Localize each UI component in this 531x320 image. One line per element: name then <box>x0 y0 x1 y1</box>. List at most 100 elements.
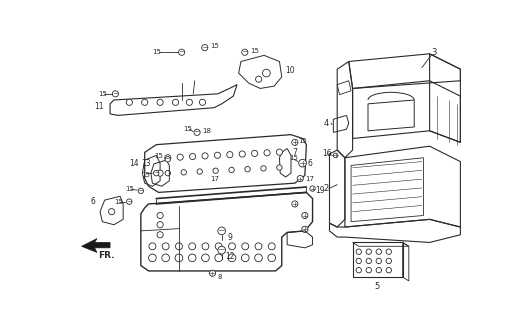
Circle shape <box>252 150 258 156</box>
Circle shape <box>175 254 183 262</box>
Text: 4: 4 <box>323 119 329 128</box>
Circle shape <box>292 139 298 145</box>
Text: 6: 6 <box>91 197 96 206</box>
Text: 15: 15 <box>154 153 163 159</box>
Circle shape <box>297 175 303 182</box>
Circle shape <box>197 169 202 174</box>
Circle shape <box>376 268 381 273</box>
Circle shape <box>202 44 208 51</box>
Circle shape <box>218 227 226 235</box>
Circle shape <box>333 153 338 158</box>
Circle shape <box>386 249 391 254</box>
Circle shape <box>165 155 171 161</box>
Circle shape <box>157 99 163 105</box>
Circle shape <box>189 254 196 262</box>
Circle shape <box>255 76 262 82</box>
Text: 14: 14 <box>130 159 139 168</box>
Circle shape <box>157 212 163 219</box>
Circle shape <box>149 243 156 250</box>
Circle shape <box>228 243 235 250</box>
Text: 15: 15 <box>142 172 150 178</box>
Circle shape <box>356 249 362 254</box>
Text: 19: 19 <box>315 186 326 195</box>
Circle shape <box>262 69 270 77</box>
Text: 15: 15 <box>99 91 107 97</box>
Text: 7: 7 <box>293 148 297 157</box>
Circle shape <box>215 243 222 250</box>
Circle shape <box>366 268 372 273</box>
Text: 12: 12 <box>226 252 235 261</box>
Circle shape <box>181 170 186 175</box>
Text: 15: 15 <box>289 155 298 161</box>
Circle shape <box>173 99 178 105</box>
Circle shape <box>113 91 118 97</box>
Circle shape <box>366 249 372 254</box>
Circle shape <box>189 243 195 250</box>
Circle shape <box>199 99 205 105</box>
Circle shape <box>190 153 196 160</box>
Circle shape <box>228 254 236 262</box>
Circle shape <box>255 254 262 262</box>
Circle shape <box>165 156 170 162</box>
Circle shape <box>245 166 250 172</box>
Circle shape <box>138 188 143 194</box>
Circle shape <box>202 243 209 250</box>
Text: 6: 6 <box>308 159 313 168</box>
Circle shape <box>239 151 245 157</box>
Text: 17: 17 <box>305 176 314 181</box>
Text: 13: 13 <box>142 159 151 168</box>
Text: 15: 15 <box>114 199 123 205</box>
Circle shape <box>386 268 391 273</box>
Circle shape <box>209 270 216 276</box>
Circle shape <box>227 152 233 158</box>
Circle shape <box>142 99 148 105</box>
Circle shape <box>215 152 220 158</box>
Circle shape <box>175 243 182 250</box>
Text: 15: 15 <box>299 138 307 144</box>
Circle shape <box>292 201 298 207</box>
Circle shape <box>213 168 218 173</box>
Circle shape <box>299 159 306 167</box>
Text: 15: 15 <box>152 49 161 55</box>
Text: 15: 15 <box>250 48 259 54</box>
Circle shape <box>126 199 132 204</box>
Circle shape <box>218 246 226 254</box>
Text: 3: 3 <box>431 48 436 57</box>
Circle shape <box>157 232 163 238</box>
Circle shape <box>264 150 270 156</box>
Circle shape <box>255 243 262 250</box>
Circle shape <box>268 254 276 262</box>
Text: 15: 15 <box>210 43 219 49</box>
Circle shape <box>366 258 372 264</box>
Circle shape <box>242 49 248 55</box>
Polygon shape <box>82 239 110 252</box>
Text: 11: 11 <box>95 102 104 111</box>
Circle shape <box>215 254 222 262</box>
Circle shape <box>268 243 275 250</box>
Circle shape <box>126 99 132 105</box>
Text: 17: 17 <box>210 176 219 181</box>
Circle shape <box>149 254 156 262</box>
Circle shape <box>194 129 200 135</box>
Circle shape <box>376 249 381 254</box>
Circle shape <box>108 209 115 215</box>
Circle shape <box>229 167 234 173</box>
Circle shape <box>356 258 362 264</box>
Circle shape <box>162 254 169 262</box>
Circle shape <box>356 268 362 273</box>
Circle shape <box>276 149 282 155</box>
Circle shape <box>186 99 192 105</box>
Circle shape <box>202 153 208 159</box>
Text: 8: 8 <box>217 274 221 280</box>
Text: FR.: FR. <box>99 251 115 260</box>
Text: 16: 16 <box>322 149 331 158</box>
Circle shape <box>242 243 249 250</box>
Circle shape <box>261 166 266 171</box>
Circle shape <box>202 254 209 262</box>
Text: 18: 18 <box>202 128 211 134</box>
Circle shape <box>178 49 185 55</box>
Circle shape <box>302 212 308 219</box>
Circle shape <box>302 226 308 232</box>
Text: 2: 2 <box>323 184 329 193</box>
Circle shape <box>310 186 315 191</box>
